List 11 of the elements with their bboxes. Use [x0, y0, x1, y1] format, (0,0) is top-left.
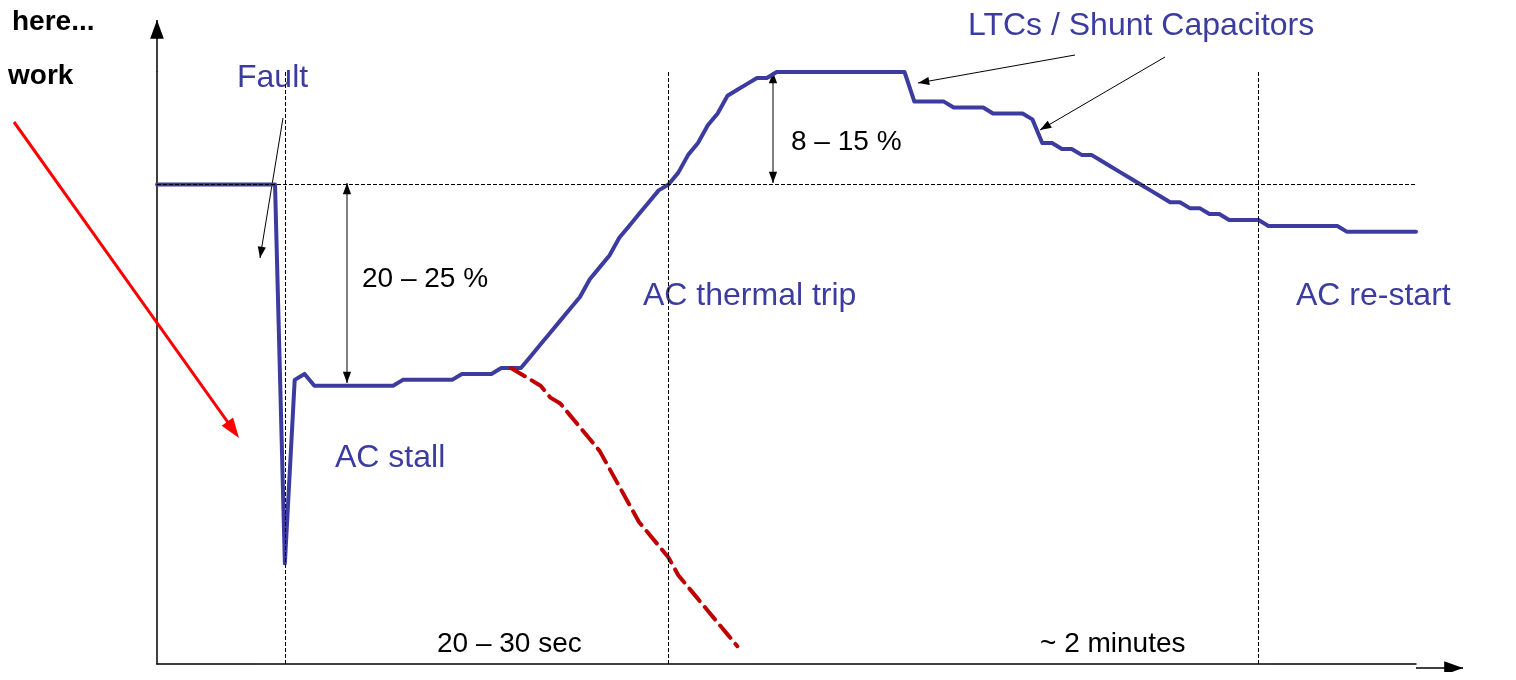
- annotation: AC re-start: [1296, 276, 1451, 312]
- text: work: [7, 58, 74, 90]
- annotation: ~ 2 minutes: [1040, 626, 1186, 658]
- annotation: AC stall: [335, 438, 446, 474]
- annotation: 20 – 30 sec: [437, 626, 582, 658]
- annotation: 20 – 25 %: [362, 261, 489, 293]
- text: here...: [12, 4, 95, 36]
- annotation: Fault: [237, 58, 309, 94]
- text: LTCs / Shunt Capacitors: [968, 6, 1315, 42]
- annotation: AC thermal trip: [643, 276, 857, 312]
- annotation: 8 – 15 %: [791, 124, 902, 156]
